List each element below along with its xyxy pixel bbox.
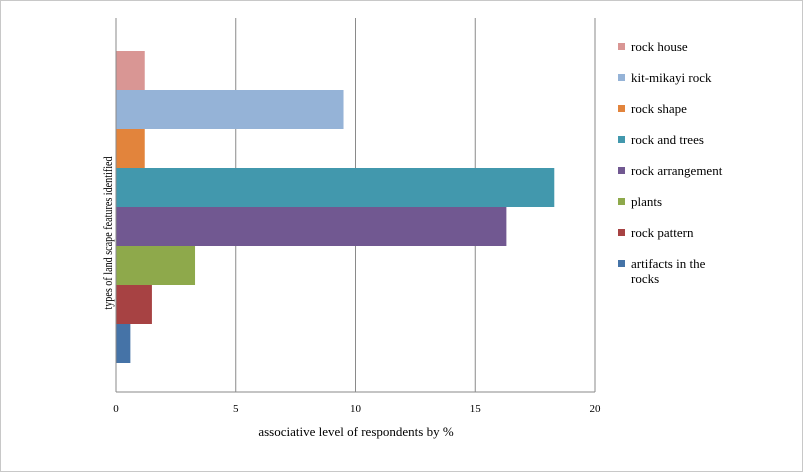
legend-label: rock arrangement <box>631 163 723 178</box>
legend-swatch <box>618 198 625 205</box>
legend-swatch <box>618 74 625 81</box>
x-axis-label: associative level of respondents by % <box>258 424 453 439</box>
legend-label: rocks <box>631 271 659 286</box>
legend-swatch <box>618 229 625 236</box>
x-tick-label: 0 <box>113 403 119 415</box>
legend: rock house kit-mikayi rock rock shape rock … <box>618 39 723 286</box>
legend-label: kit-mikayi rock <box>631 70 712 85</box>
legend-swatch <box>618 105 625 112</box>
bar-rock-pattern <box>116 285 152 324</box>
legend-label: rock and trees <box>631 132 704 147</box>
y-axis-label: types of land scape features identified <box>101 156 115 309</box>
legend-label: rock shape <box>631 101 687 116</box>
bar-plants <box>116 246 196 285</box>
legend-swatch <box>618 136 625 143</box>
legend-swatch <box>618 167 625 174</box>
tick-labels: 0 5 10 15 20 <box>113 403 601 415</box>
axes <box>115 18 595 393</box>
bar-rock-arrangement <box>116 207 507 246</box>
bar-kit-mikayi-rock <box>116 90 344 129</box>
bars <box>116 51 555 363</box>
legend-swatch <box>618 43 625 50</box>
bar-rock-shape <box>116 129 145 168</box>
legend-label: rock pattern <box>631 225 694 240</box>
legend-label: artifacts in the <box>631 256 706 271</box>
x-tick-label: 10 <box>350 403 362 415</box>
x-tick-label: 20 <box>590 403 602 415</box>
legend-swatch <box>618 260 625 267</box>
legend-label: rock house <box>631 39 688 54</box>
bar-artifacts-in-the-rocks <box>116 324 131 363</box>
x-tick-label: 15 <box>470 403 482 415</box>
x-tick-label: 5 <box>233 403 239 415</box>
bar-rock-house <box>116 51 145 90</box>
legend-label: plants <box>631 194 662 209</box>
bar-rock-and-trees <box>116 168 555 207</box>
